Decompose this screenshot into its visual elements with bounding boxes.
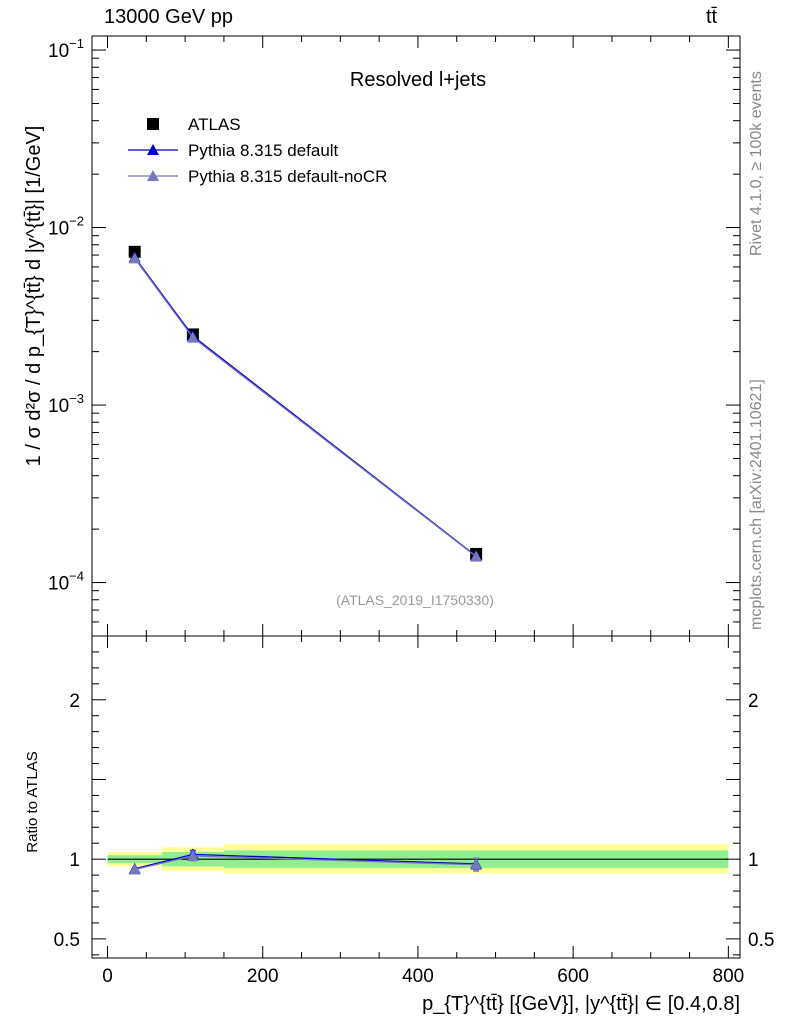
data-point-noCR bbox=[470, 550, 483, 562]
y-tick-label: 10−3 bbox=[48, 391, 84, 417]
data-point-noCR bbox=[186, 331, 199, 343]
x-tick-label: 400 bbox=[402, 966, 434, 987]
analysis-label: (ATLAS_2019_I1750330) bbox=[336, 592, 494, 608]
ratio-y-tick-label: 0.5 bbox=[54, 930, 80, 951]
ratio-point-noCR bbox=[128, 863, 141, 875]
process-label: tt̄ bbox=[706, 6, 718, 28]
ratio-y-tick-label: 2 bbox=[69, 691, 80, 712]
x-tick-label: 600 bbox=[557, 966, 589, 987]
legend-label: Pythia 8.315 default-noCR bbox=[188, 167, 387, 186]
legend-label: Pythia 8.315 default bbox=[188, 141, 339, 160]
beam-label: 13000 GeV pp bbox=[104, 6, 233, 28]
plot-title: Resolved l+jets bbox=[350, 69, 486, 91]
ratio-y-axis-label: Ratio to ATLAS bbox=[24, 751, 41, 852]
y-tick-label: 10−4 bbox=[48, 569, 84, 595]
rivet-label: Rivet 4.1.0, ≥ 100k events bbox=[748, 71, 765, 256]
x-tick-label: 200 bbox=[247, 966, 279, 987]
ratio-y-tick-label-right: 2 bbox=[748, 691, 759, 712]
ratio-point-noCR bbox=[470, 858, 483, 870]
ratio-point-noCR bbox=[186, 849, 199, 861]
y-axis-label: 1 / σ d²σ / d p_{T}^{tt̄} d |y^{tt̄}| [1… bbox=[23, 126, 45, 467]
legend-marker-data bbox=[147, 118, 159, 130]
data-point-noCR bbox=[128, 252, 141, 264]
x-axis-label: p_{T}^{tt̄} [{GeV}], |y^{tt̄}| ∈ [0.4,0.… bbox=[422, 993, 740, 1015]
source-label: mcplots.cern.ch [arXiv:2401.10621] bbox=[748, 379, 765, 630]
ratio-frame bbox=[91, 635, 741, 959]
legend-label: ATLAS bbox=[188, 115, 241, 134]
ratio-y-tick-label-right: 1 bbox=[748, 850, 759, 871]
ratio-y-tick-label: 1 bbox=[69, 850, 80, 871]
legend-marker-noCR bbox=[147, 170, 159, 181]
series-line-default bbox=[134, 256, 477, 557]
y-tick-label: 10−2 bbox=[48, 214, 84, 240]
ratio-y-tick-label-right: 0.5 bbox=[748, 930, 774, 951]
series-line-noCR bbox=[134, 258, 477, 558]
x-tick-label: 0 bbox=[102, 966, 113, 987]
y-tick-label: 10−1 bbox=[48, 36, 84, 62]
legend-marker-default bbox=[147, 144, 159, 155]
x-tick-label: 800 bbox=[713, 966, 745, 987]
